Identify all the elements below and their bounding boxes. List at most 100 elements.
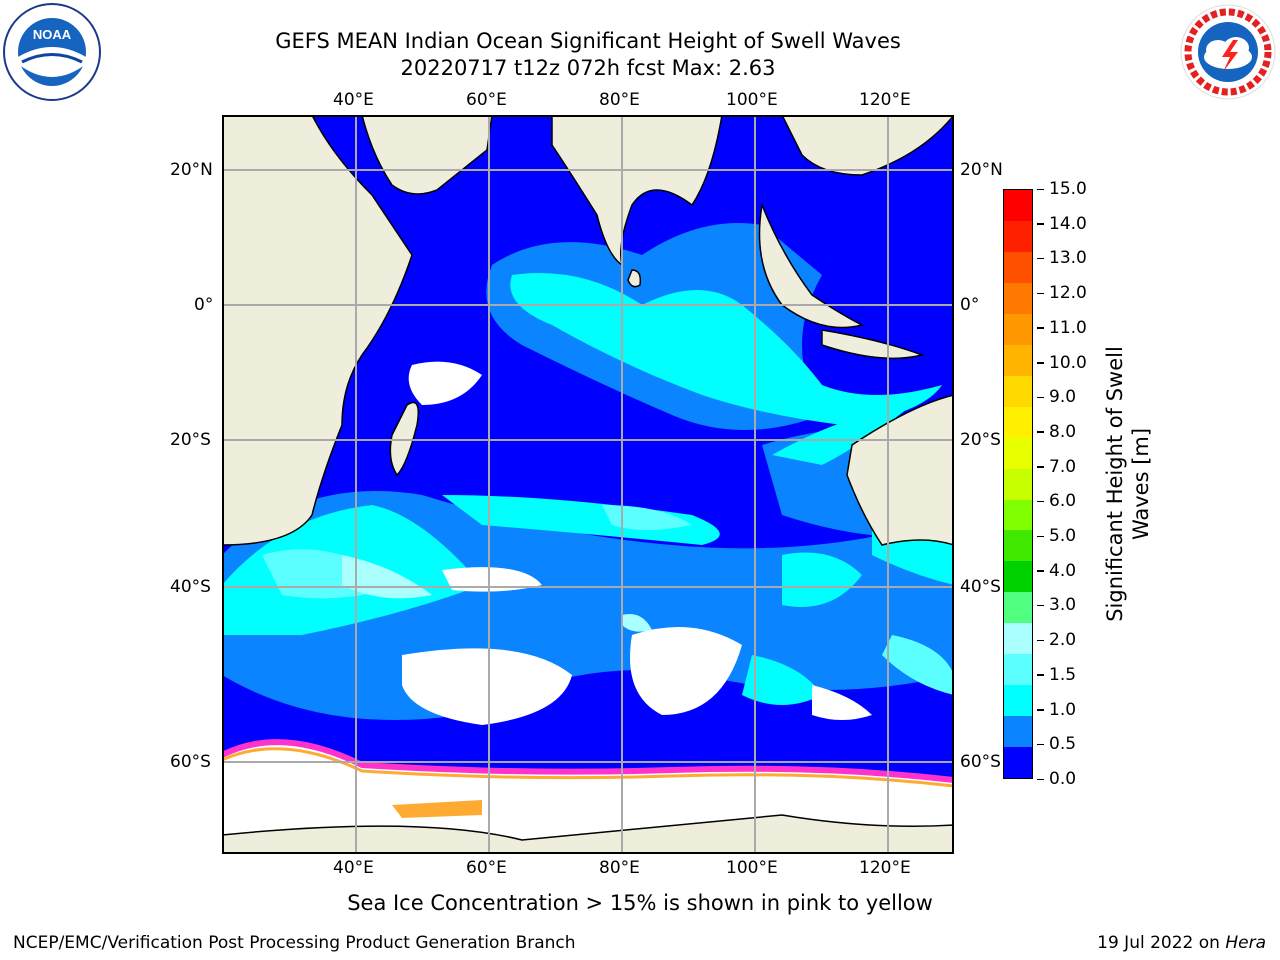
colorbar-tick: 11.0 [1049, 317, 1087, 338]
noaa-text: NOAA [33, 27, 72, 42]
lat-tick-left-20n: 20°N [170, 160, 213, 180]
colorbar-band [1004, 561, 1032, 593]
nws-logo [1178, 2, 1278, 102]
colorbar-tick-mark [1037, 396, 1044, 399]
colorbar-tick: 15.0 [1049, 179, 1087, 199]
colorbar-band [1004, 654, 1032, 686]
colorbar-band [1004, 251, 1032, 283]
date-stamp: 19 Jul 2022 on Hera [1097, 933, 1266, 953]
colorbar-band [1004, 282, 1032, 314]
colorbar-tick: 3.0 [1049, 595, 1077, 616]
graticule [222, 115, 954, 854]
colorbar-band [1004, 313, 1032, 345]
colorbar-tick-mark [1037, 535, 1044, 538]
lon-tick-top-60e: 60°E [466, 90, 507, 110]
colorbar-band [1004, 468, 1032, 500]
lon-tick-bottom-40e: 40°E [333, 858, 374, 878]
swell-height-map [222, 115, 954, 854]
colorbar-tick-mark [1037, 639, 1044, 642]
colorbar-tick-mark [1037, 223, 1044, 225]
lon-tick-bottom-100e: 100°E [726, 858, 778, 878]
colorbar-tick-mark [1037, 570, 1044, 572]
colorbar-tick: 1.5 [1049, 664, 1077, 685]
colorbar-tick: 1.0 [1049, 699, 1077, 720]
colorbar-band [1004, 685, 1032, 717]
colorbar-band [1004, 499, 1032, 531]
colorbar-tick: 5.0 [1049, 526, 1077, 547]
lat-tick-left-0: 0° [194, 295, 214, 315]
colorbar-tick-mark [1037, 431, 1044, 433]
lat-tick-left-60s: 60°S [170, 752, 211, 772]
colorbar-band [1004, 747, 1032, 779]
colorbar-tick: 6.0 [1049, 491, 1077, 512]
credit-text: NCEP/EMC/Verification Post Processing Pr… [13, 933, 576, 953]
sea-ice-patch [392, 800, 482, 818]
colorbar-band [1004, 344, 1032, 376]
colorbar-label-line2: Waves [m] [1129, 427, 1153, 541]
colorbar-tick-mark [1037, 674, 1044, 676]
colorbar-tick-mark [1037, 604, 1044, 607]
colorbar-tick: 9.0 [1049, 387, 1077, 408]
lat-tick-right-0: 0° [960, 295, 980, 315]
machine-name: Hera [1225, 933, 1266, 953]
colorbar-tick-mark [1037, 500, 1044, 503]
lat-tick-right-20n: 20°N [960, 160, 1003, 180]
colorbar-band [1004, 623, 1032, 655]
lon-tick-top-40e: 40°E [333, 90, 374, 110]
colorbar-tick-mark [1037, 292, 1044, 295]
colorbar-tick: 7.0 [1049, 456, 1077, 477]
lat-tick-left-20s: 20°S [170, 430, 211, 450]
africa-land [222, 115, 413, 546]
land-areas [222, 115, 954, 854]
sea-ice-note: Sea Ice Concentration > 15% is shown in … [347, 891, 933, 915]
colorbar-tick-mark [1037, 743, 1044, 746]
colorbar-tick: 14.0 [1049, 213, 1087, 234]
colorbar-tick: 10.0 [1049, 352, 1087, 373]
lon-tick-top-80e: 80°E [599, 90, 640, 110]
lon-tick-bottom-120e: 120°E [859, 858, 911, 878]
colorbar-band [1004, 437, 1032, 469]
se-asia-land [781, 115, 954, 176]
antarctica-land [222, 814, 954, 854]
colorbar-band [1004, 592, 1032, 624]
australia-land [846, 394, 954, 546]
colorbar-tick-mark [1037, 778, 1044, 780]
map-title: GEFS MEAN Indian Ocean Significant Heigh… [275, 29, 901, 53]
colorbar-tick: 0.5 [1049, 734, 1077, 755]
colorbar-tick-mark [1037, 327, 1044, 329]
sea-ice-edge-pink [222, 739, 954, 783]
colorbar [1003, 189, 1033, 779]
date-text: 19 Jul 2022 on [1097, 933, 1226, 953]
lon-tick-bottom-80e: 80°E [599, 858, 640, 878]
nws-logo-icon [1180, 4, 1276, 100]
lon-tick-top-100e: 100°E [726, 90, 778, 110]
java-land [821, 329, 925, 360]
lat-tick-left-40s: 40°S [170, 577, 211, 597]
noaa-logo-icon: NOAA [3, 3, 101, 101]
colorbar-band [1004, 406, 1032, 438]
colorbar-tick: 8.0 [1049, 421, 1077, 442]
colorbar-tick-labels: 15.0 14.0 13.0 12.0 11.0 10.0 9.0 8.0 7.0 6.0 5.0 4… [1037, 179, 1097, 789]
arabia-land [361, 115, 493, 195]
colorbar-tick-mark [1037, 466, 1044, 468]
sri-lanka-land [627, 269, 642, 288]
sumatra-land [758, 202, 865, 329]
colorbar-label-line1: Significant Height of Swell [1103, 346, 1127, 622]
lat-tick-right-60s: 60°S [960, 752, 1001, 772]
lon-tick-bottom-60e: 60°E [466, 858, 507, 878]
colorbar-tick: 4.0 [1049, 560, 1077, 581]
map-frame [222, 115, 954, 854]
colorbar-tick-mark [1037, 188, 1044, 190]
map-subtitle: 20220717 t12z 072h fcst Max: 2.63 [400, 56, 776, 80]
lat-tick-right-40s: 40°S [960, 577, 1001, 597]
sea-ice-edge-orange [222, 747, 954, 788]
colorbar-band [1004, 375, 1032, 407]
colorbar-tick: 12.0 [1049, 283, 1087, 304]
colorbar-tick: 0.0 [1049, 769, 1077, 789]
colorbar-band [1004, 716, 1032, 748]
lon-tick-top-120e: 120°E [859, 90, 911, 110]
colorbar-band [1004, 530, 1032, 562]
colorbar-tick-mark [1037, 362, 1044, 364]
no-data-regions [402, 361, 872, 725]
colorbar-tick: 2.0 [1049, 630, 1077, 651]
